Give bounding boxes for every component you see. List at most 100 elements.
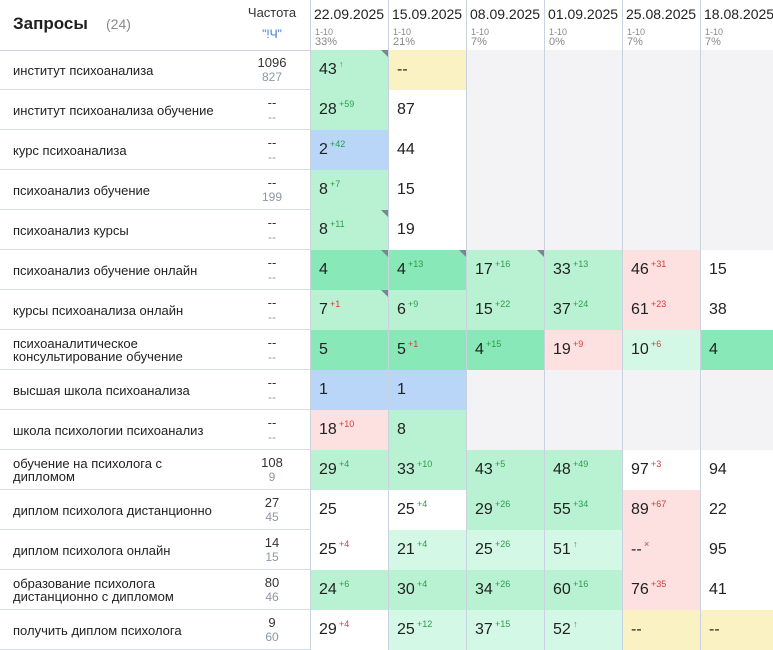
position-cell[interactable]: -- × bbox=[622, 530, 700, 570]
position-cell[interactable] bbox=[466, 50, 544, 90]
position-cell[interactable]: 15 +22 bbox=[466, 290, 544, 330]
position-cell[interactable]: 33 +10 bbox=[388, 450, 466, 490]
position-cell[interactable] bbox=[622, 130, 700, 170]
query-text[interactable]: институт психоанализа обучение bbox=[13, 102, 214, 118]
position-cell[interactable] bbox=[466, 410, 544, 450]
position-cell[interactable] bbox=[700, 370, 773, 410]
position-cell[interactable]: 8 bbox=[388, 410, 466, 450]
position-cell[interactable] bbox=[700, 130, 773, 170]
position-cell[interactable]: 94 bbox=[700, 450, 773, 490]
position-cell[interactable]: 29 +4 bbox=[310, 450, 388, 490]
position-cell[interactable]: 1 bbox=[310, 370, 388, 410]
query-text[interactable]: психоанализ обучение онлайн bbox=[13, 262, 198, 278]
position-cell[interactable]: 76 +35 bbox=[622, 570, 700, 610]
query-text[interactable]: школа психологии психоанализ bbox=[13, 422, 204, 438]
position-cell[interactable]: 25 +12 bbox=[388, 610, 466, 650]
query-text[interactable]: курс психоанализа bbox=[13, 142, 127, 158]
position-cell[interactable] bbox=[622, 170, 700, 210]
position-cell[interactable]: 5 bbox=[310, 330, 388, 370]
position-cell[interactable]: -- bbox=[388, 50, 466, 90]
query-text[interactable]: диплом психолога дистанционно bbox=[13, 502, 212, 518]
position-cell[interactable]: 4 +15 bbox=[466, 330, 544, 370]
position-cell[interactable]: 41 bbox=[700, 570, 773, 610]
position-cell[interactable] bbox=[700, 210, 773, 250]
position-cell[interactable] bbox=[700, 170, 773, 210]
query-text[interactable]: диплом психолога онлайн bbox=[13, 542, 171, 558]
date-column-header[interactable]: 08.09.2025 1-10 7% bbox=[466, 0, 544, 50]
date-column-header[interactable]: 15.09.2025 1-10 21% bbox=[388, 0, 466, 50]
position-cell[interactable] bbox=[622, 410, 700, 450]
position-cell[interactable]: 5 +1 bbox=[388, 330, 466, 370]
position-cell[interactable]: 25 +26 bbox=[466, 530, 544, 570]
position-cell[interactable]: 43 ↑ bbox=[310, 50, 388, 90]
position-cell[interactable]: 61 +23 bbox=[622, 290, 700, 330]
position-cell[interactable]: 15 bbox=[700, 250, 773, 290]
position-cell[interactable]: 28 +59 bbox=[310, 90, 388, 130]
position-cell[interactable] bbox=[622, 90, 700, 130]
position-cell[interactable]: 22 bbox=[700, 490, 773, 530]
position-cell[interactable] bbox=[700, 90, 773, 130]
position-cell[interactable]: 38 bbox=[700, 290, 773, 330]
position-cell[interactable]: 34 +26 bbox=[466, 570, 544, 610]
query-text[interactable]: психоанализ курсы bbox=[13, 222, 129, 238]
position-cell[interactable]: 24 +6 bbox=[310, 570, 388, 610]
position-cell[interactable]: 43 +5 bbox=[466, 450, 544, 490]
position-cell[interactable] bbox=[544, 90, 622, 130]
position-cell[interactable]: 29 +26 bbox=[466, 490, 544, 530]
position-cell[interactable] bbox=[466, 90, 544, 130]
position-cell[interactable]: 4 bbox=[700, 330, 773, 370]
position-cell[interactable] bbox=[466, 370, 544, 410]
position-cell[interactable]: 10 +6 bbox=[622, 330, 700, 370]
position-cell[interactable]: 4 bbox=[310, 250, 388, 290]
position-cell[interactable]: 17 +16 bbox=[466, 250, 544, 290]
position-cell[interactable]: 97 +3 bbox=[622, 450, 700, 490]
query-text[interactable]: обучение на психолога с дипломом bbox=[13, 456, 163, 484]
position-cell[interactable]: 29 +4 bbox=[310, 610, 388, 650]
position-cell[interactable]: 19 bbox=[388, 210, 466, 250]
date-column-header[interactable]: 25.08.2025 1-10 7% bbox=[622, 0, 700, 50]
position-cell[interactable]: 33 +13 bbox=[544, 250, 622, 290]
query-text[interactable]: психоаналитическое консультирование обуч… bbox=[13, 336, 183, 364]
frequency-mode-link[interactable]: "!Ч" bbox=[262, 27, 282, 41]
position-cell[interactable]: 48 +49 bbox=[544, 450, 622, 490]
query-text[interactable]: получить диплом психолога bbox=[13, 622, 182, 638]
position-cell[interactable] bbox=[544, 410, 622, 450]
position-cell[interactable]: 18 +10 bbox=[310, 410, 388, 450]
position-cell[interactable]: 37 +15 bbox=[466, 610, 544, 650]
position-cell[interactable] bbox=[700, 410, 773, 450]
position-cell[interactable] bbox=[622, 210, 700, 250]
position-cell[interactable] bbox=[466, 210, 544, 250]
position-cell[interactable]: 25 +4 bbox=[388, 490, 466, 530]
position-cell[interactable] bbox=[700, 50, 773, 90]
query-text[interactable]: курсы психоанализа онлайн bbox=[13, 302, 184, 318]
query-text[interactable]: высшая школа психоанализа bbox=[13, 382, 190, 398]
position-cell[interactable]: 44 bbox=[388, 130, 466, 170]
position-cell[interactable]: 51 ↑ bbox=[544, 530, 622, 570]
date-column-header[interactable]: 18.08.2025 1-10 7% bbox=[700, 0, 773, 50]
position-cell[interactable] bbox=[622, 370, 700, 410]
position-cell[interactable]: 19 +9 bbox=[544, 330, 622, 370]
query-text[interactable]: психоанализ обучение bbox=[13, 182, 151, 198]
position-cell[interactable]: -- bbox=[622, 610, 700, 650]
position-cell[interactable]: 89 +67 bbox=[622, 490, 700, 530]
position-cell[interactable] bbox=[544, 130, 622, 170]
position-cell[interactable]: -- bbox=[700, 610, 773, 650]
position-cell[interactable]: 15 bbox=[388, 170, 466, 210]
position-cell[interactable]: 8 +11 bbox=[310, 210, 388, 250]
position-cell[interactable]: 25 +4 bbox=[310, 530, 388, 570]
position-cell[interactable] bbox=[622, 50, 700, 90]
position-cell[interactable] bbox=[466, 130, 544, 170]
position-cell[interactable]: 7 +1 bbox=[310, 290, 388, 330]
position-cell[interactable] bbox=[544, 50, 622, 90]
position-cell[interactable]: 25 bbox=[310, 490, 388, 530]
position-cell[interactable] bbox=[544, 370, 622, 410]
position-cell[interactable] bbox=[466, 170, 544, 210]
position-cell[interactable] bbox=[544, 170, 622, 210]
position-cell[interactable]: 21 +4 bbox=[388, 530, 466, 570]
position-cell[interactable]: 8 +7 bbox=[310, 170, 388, 210]
position-cell[interactable]: 87 bbox=[388, 90, 466, 130]
position-cell[interactable]: 46 +31 bbox=[622, 250, 700, 290]
position-cell[interactable]: 95 bbox=[700, 530, 773, 570]
position-cell[interactable]: 2 +42 bbox=[310, 130, 388, 170]
query-text[interactable]: образование психолога дистанционно с дип… bbox=[13, 576, 174, 604]
